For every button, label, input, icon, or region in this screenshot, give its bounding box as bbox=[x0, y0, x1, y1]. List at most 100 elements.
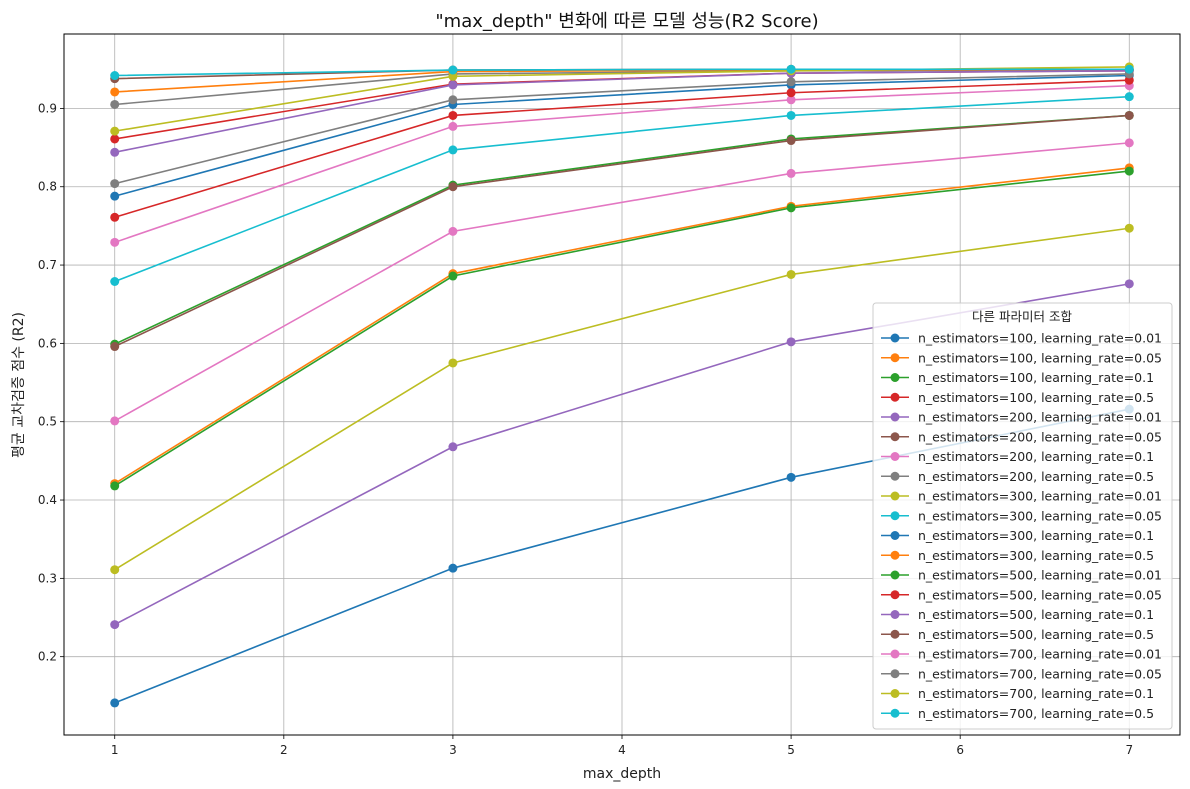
legend-swatch-marker bbox=[890, 432, 900, 442]
y-tick-label: 0.3 bbox=[38, 571, 57, 585]
data-point bbox=[110, 126, 120, 136]
series-line bbox=[114, 73, 1130, 185]
data-point bbox=[110, 620, 120, 630]
series-16 bbox=[110, 138, 1134, 426]
legend-item: n_estimators=100, learning_rate=0.01 bbox=[881, 331, 1162, 346]
legend-swatch-marker bbox=[890, 708, 900, 718]
legend-box bbox=[872, 302, 1173, 730]
series-8 bbox=[110, 223, 1134, 575]
legend-swatch-marker bbox=[890, 412, 900, 422]
x-tick-label: 2 bbox=[280, 743, 288, 757]
legend-label: n_estimators=100, learning_rate=0.1 bbox=[918, 370, 1154, 385]
legend-swatch-marker bbox=[890, 629, 900, 639]
legend-swatch-marker bbox=[890, 669, 900, 679]
legend-label: n_estimators=100, learning_rate=0.5 bbox=[918, 390, 1154, 405]
chart-title: "max_depth" 변화에 따른 모델 성능(R2 Score) bbox=[435, 11, 818, 32]
data-point bbox=[448, 358, 458, 368]
data-point bbox=[1124, 223, 1134, 233]
data-point bbox=[448, 110, 458, 120]
series-9 bbox=[110, 92, 1134, 287]
legend-swatch-marker bbox=[890, 689, 900, 698]
series-group bbox=[110, 62, 1134, 708]
series-line bbox=[114, 167, 1130, 485]
series-line bbox=[114, 95, 1130, 283]
data-point bbox=[110, 698, 120, 708]
legend-label: n_estimators=200, learning_rate=0.1 bbox=[918, 449, 1154, 464]
legend-swatch-marker bbox=[890, 590, 900, 600]
legend-label: n_estimators=200, learning_rate=0.01 bbox=[918, 410, 1162, 425]
data-point bbox=[110, 179, 120, 189]
legend-swatch-marker bbox=[890, 531, 900, 540]
data-point bbox=[110, 277, 120, 287]
x-tick-label: 4 bbox=[618, 743, 626, 757]
data-point bbox=[110, 416, 120, 426]
legend-swatch-marker bbox=[890, 550, 900, 560]
data-point bbox=[786, 168, 796, 178]
legend-swatch-marker bbox=[890, 649, 900, 659]
axis-ticks: 1 2 3 4 5 6 7 0.2 0.3 0.4 0.5 0.6 0.7 0.8 0.9 bbox=[38, 101, 1133, 757]
data-point bbox=[110, 212, 120, 222]
series-line bbox=[114, 70, 1130, 154]
x-tick-label: 3 bbox=[449, 743, 457, 757]
series-line bbox=[114, 68, 1130, 77]
data-point bbox=[1124, 64, 1134, 74]
data-point bbox=[786, 337, 796, 347]
legend-swatch-marker bbox=[890, 511, 900, 521]
legend-item: n_estimators=200, learning_rate=0.5 bbox=[881, 469, 1154, 484]
series-line bbox=[114, 74, 1130, 197]
legend-label: n_estimators=300, learning_rate=0.5 bbox=[918, 548, 1154, 563]
series-line bbox=[114, 170, 1130, 487]
legend-item: n_estimators=300, learning_rate=0.05 bbox=[881, 508, 1162, 523]
legend-item: n_estimators=300, learning_rate=0.5 bbox=[881, 548, 1154, 563]
legend-swatch-marker bbox=[890, 392, 900, 402]
legend-label: n_estimators=700, learning_rate=0.01 bbox=[918, 647, 1162, 662]
data-point bbox=[448, 182, 458, 192]
x-tick-label: 1 bbox=[111, 743, 119, 757]
series-12 bbox=[110, 166, 1134, 491]
data-point bbox=[110, 237, 120, 247]
legend-swatch-marker bbox=[890, 353, 900, 363]
legend-items: n_estimators=100, learning_rate=0.01 n_es… bbox=[881, 331, 1162, 721]
data-point bbox=[786, 136, 796, 146]
x-axis-label: max_depth bbox=[583, 766, 661, 782]
x-tick-label: 6 bbox=[956, 743, 964, 757]
legend-item: n_estimators=200, learning_rate=0.1 bbox=[881, 449, 1154, 464]
legend-item: n_estimators=500, learning_rate=0.5 bbox=[881, 627, 1154, 642]
data-point bbox=[1124, 279, 1134, 289]
legend-label: n_estimators=100, learning_rate=0.05 bbox=[918, 350, 1162, 365]
data-point bbox=[110, 147, 120, 157]
x-tick-label: 7 bbox=[1125, 743, 1133, 757]
data-point bbox=[110, 191, 120, 201]
series-6 bbox=[110, 81, 1134, 247]
legend-swatch-marker bbox=[890, 333, 900, 343]
legend-item: n_estimators=300, learning_rate=0.01 bbox=[881, 489, 1162, 504]
legend-item: n_estimators=200, learning_rate=0.01 bbox=[881, 410, 1162, 425]
data-point bbox=[1124, 75, 1134, 85]
y-tick-label: 0.5 bbox=[38, 415, 57, 429]
data-point bbox=[786, 88, 796, 98]
legend-item: n_estimators=700, learning_rate=0.1 bbox=[881, 686, 1154, 701]
legend-swatch-marker bbox=[890, 610, 900, 619]
series-line bbox=[114, 114, 1130, 348]
data-point bbox=[448, 65, 458, 75]
legend-label: n_estimators=200, learning_rate=0.05 bbox=[918, 429, 1162, 444]
data-point bbox=[110, 87, 120, 97]
legend-swatch-marker bbox=[890, 570, 900, 580]
series-5 bbox=[110, 110, 1134, 352]
y-tick-label: 0.8 bbox=[38, 180, 57, 194]
data-point bbox=[448, 563, 458, 573]
y-tick-label: 0.6 bbox=[38, 336, 57, 350]
data-point bbox=[1124, 110, 1134, 120]
data-point bbox=[110, 71, 120, 81]
x-tick-label: 5 bbox=[787, 743, 795, 757]
data-point bbox=[786, 95, 796, 105]
series-line bbox=[114, 227, 1130, 571]
series-line bbox=[114, 142, 1130, 422]
legend-label: n_estimators=700, learning_rate=0.5 bbox=[918, 706, 1154, 721]
legend-label: n_estimators=500, learning_rate=0.5 bbox=[918, 627, 1154, 642]
series-line bbox=[114, 84, 1130, 244]
legend: 다른 파라미터 조합 n_estimators=100, learning_ra… bbox=[872, 302, 1173, 730]
legend-swatch-marker bbox=[890, 491, 900, 501]
legend-item: n_estimators=500, learning_rate=0.05 bbox=[881, 587, 1162, 602]
